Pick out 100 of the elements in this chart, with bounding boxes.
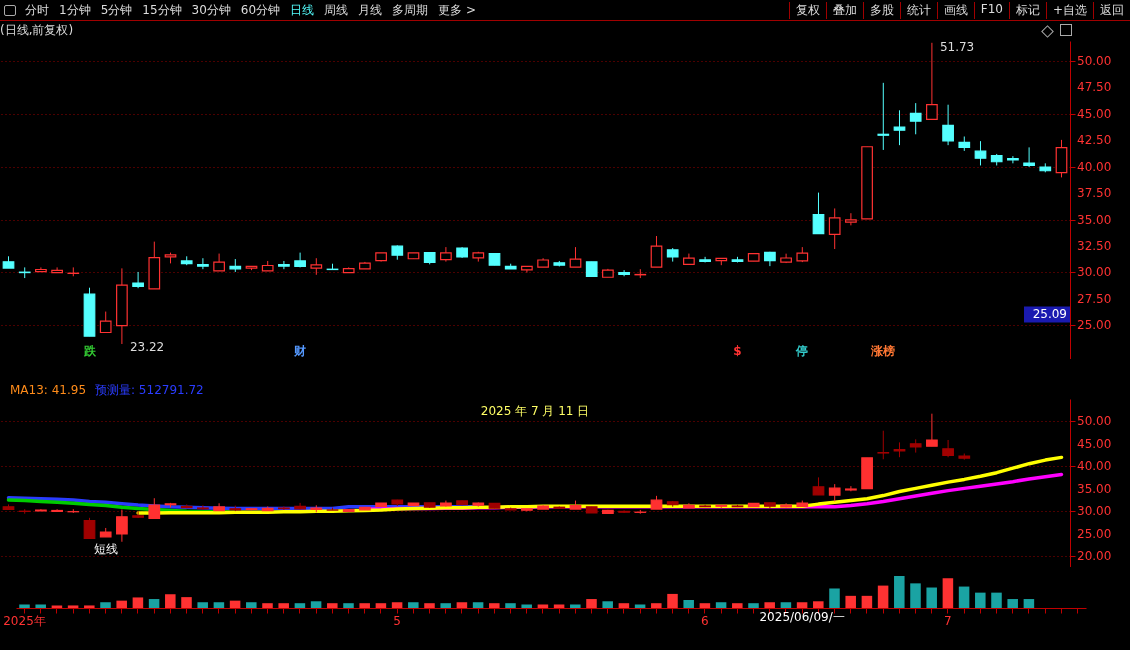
text: 分时 [24, 1, 50, 19]
candlestick [521, 265, 533, 274]
text: 复权 [788, 1, 826, 19]
y-tick-label: 45.00 [1077, 436, 1112, 451]
bar [505, 603, 516, 608]
text: 日线 [289, 1, 316, 19]
candlestick [877, 430, 890, 460]
bar [213, 602, 225, 608]
text: 5分钟 [99, 1, 134, 19]
bar [51, 605, 63, 608]
bar [683, 600, 694, 608]
bar [748, 603, 759, 608]
bar [602, 601, 613, 608]
chart-title: (日线,前复权) [0, 22, 74, 37]
bar [391, 602, 403, 608]
bar [408, 602, 419, 608]
bar [294, 603, 306, 608]
annotation: 25.09 [1032, 307, 1067, 322]
candlestick [294, 502, 306, 510]
bar [651, 603, 662, 608]
candlestick [197, 504, 209, 511]
candlestick [51, 508, 63, 512]
bar [926, 587, 937, 608]
bar [715, 602, 727, 608]
y-tick-label: 47.50 [1077, 80, 1112, 95]
text: 15分钟 [141, 1, 183, 19]
text: 多周期 [391, 1, 430, 19]
bar [246, 602, 257, 608]
candlestick [926, 42, 938, 120]
candlestick [845, 212, 857, 226]
annotation: 51.73 [939, 39, 975, 54]
candlestick [116, 509, 128, 543]
bar [100, 602, 111, 608]
candlestick [893, 109, 906, 146]
annotation: 23.22 [129, 340, 165, 354]
bar [132, 597, 144, 608]
annotation: 跌 [82, 344, 97, 358]
bar [489, 603, 500, 608]
candlestick [812, 192, 825, 235]
bar [181, 597, 192, 608]
bar [456, 602, 468, 608]
candlestick [926, 413, 938, 447]
text: 周线 [323, 1, 350, 19]
bar [553, 604, 565, 608]
bar [278, 603, 289, 608]
bar [813, 601, 824, 608]
annotation: $ [733, 344, 742, 358]
bar [327, 603, 338, 608]
bar [343, 603, 354, 608]
candlestick [1007, 155, 1019, 164]
text: 多股 [862, 1, 900, 19]
bar [67, 605, 79, 608]
candlestick [440, 246, 452, 263]
candlestick [148, 497, 161, 519]
y-tick-label: 42.50 [1077, 133, 1112, 148]
candlestick [942, 439, 954, 458]
text: 标记 [1008, 1, 1046, 19]
candlestick [1023, 146, 1035, 168]
bar [1007, 599, 1018, 608]
candlestick [974, 140, 987, 166]
y-tick-label: 25.00 [1077, 526, 1112, 541]
text: MA13: 41.95 [10, 383, 87, 397]
chart-title: 2025 年 7 月 11 日 [480, 404, 590, 418]
bar [521, 604, 532, 608]
bar [732, 603, 743, 608]
y-tick-label: 25.00 [1077, 318, 1112, 333]
candlestick [132, 510, 144, 519]
candlestick [278, 505, 290, 511]
x-tick-label: 2025年 [3, 613, 46, 628]
bar [894, 576, 905, 608]
text: F10 [973, 1, 1009, 19]
y-tick-label: 37.50 [1077, 186, 1112, 201]
bar [829, 588, 840, 608]
bar [116, 600, 127, 608]
candlestick [278, 260, 290, 270]
bar [796, 602, 808, 608]
bar [229, 600, 241, 608]
y-tick-label: 32.50 [1077, 238, 1112, 253]
y-tick-label: 27.50 [1077, 291, 1112, 306]
candlestick [132, 271, 144, 289]
text: 60分钟 [239, 1, 282, 19]
bar [359, 603, 370, 608]
text: 1分钟 [58, 1, 92, 19]
text: 更多 > [437, 1, 477, 19]
y-tick-label: 35.00 [1077, 212, 1112, 227]
bar [375, 603, 387, 608]
bar [537, 604, 549, 608]
candlestick [909, 102, 922, 135]
bar [197, 602, 208, 608]
bar [942, 578, 954, 608]
bar [472, 602, 484, 608]
bar [570, 604, 581, 608]
candlestick [83, 517, 96, 540]
y-tick-label: 40.00 [1077, 159, 1112, 174]
candlestick [35, 266, 47, 273]
bar [780, 602, 792, 608]
bar [667, 593, 678, 608]
text: 30分钟 [190, 1, 232, 19]
annotation: 财 [293, 344, 307, 358]
y-tick-label: 45.00 [1077, 106, 1112, 121]
